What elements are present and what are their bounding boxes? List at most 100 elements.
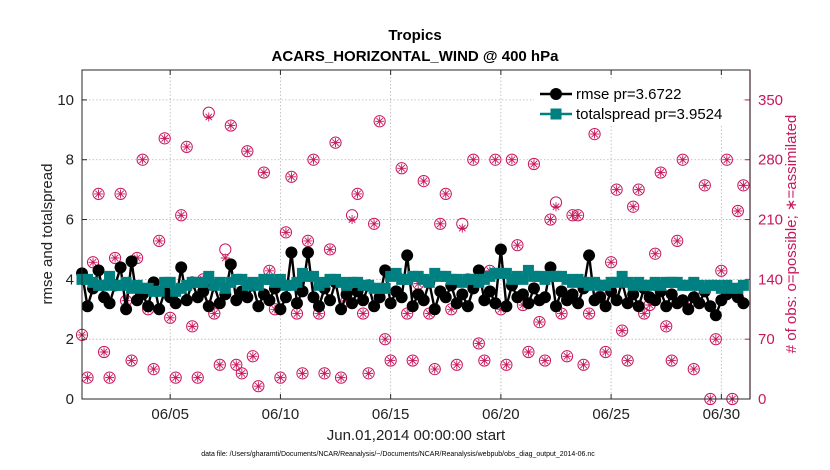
obs-assimilated-point xyxy=(612,185,622,195)
y-tick-label: 2 xyxy=(66,331,74,348)
obs-assimilated-point xyxy=(182,142,192,152)
obs-possible-point xyxy=(450,358,463,371)
rmse-point xyxy=(682,303,695,316)
obs-possible-point xyxy=(500,358,513,371)
rmse-point xyxy=(500,300,513,313)
obs-possible-point xyxy=(632,183,645,196)
obs-assimilated-point xyxy=(667,356,677,366)
obs-possible-point xyxy=(318,367,331,380)
rmse-point xyxy=(566,288,579,301)
totalspread-point xyxy=(682,279,694,291)
obs-assimilated-point xyxy=(127,356,137,366)
rmse-point xyxy=(494,243,507,256)
obs-assimilated-point xyxy=(264,266,274,276)
y2-tick-label: 0 xyxy=(758,391,766,408)
obs-assimilated-point xyxy=(149,364,159,374)
obs-assimilated-point xyxy=(176,210,186,220)
obs-possible-point xyxy=(368,217,381,230)
rmse-point xyxy=(483,285,496,298)
obs-possible-point xyxy=(439,187,452,201)
obs-possible-point xyxy=(616,324,629,337)
obs-possible-point xyxy=(97,345,111,359)
totalspread-point xyxy=(423,276,435,288)
obs-assimilated-point xyxy=(441,189,451,199)
totalspread-point xyxy=(98,279,110,291)
obs-possible-point xyxy=(241,145,254,158)
totalspread-point xyxy=(186,276,198,288)
obs-possible-point xyxy=(621,354,634,367)
rmse-point xyxy=(213,297,226,310)
obs-possible-point xyxy=(649,247,662,260)
legend-rmse-label: rmse pr=3.6722 xyxy=(576,86,681,103)
totalspread-point xyxy=(699,282,711,294)
obs-assimilated-point xyxy=(579,360,589,370)
totalspread-point xyxy=(142,282,154,294)
obs-assimilated-point xyxy=(738,180,748,190)
rmse-point xyxy=(384,297,397,310)
obs-possible-point xyxy=(362,367,375,380)
rmse-point xyxy=(92,264,105,277)
obs-assimilated-point xyxy=(237,368,247,378)
legend: rmse pr=3.6722 totalspread pr=3.9524 xyxy=(534,80,742,126)
totalspread-point xyxy=(247,276,259,288)
rmse-point xyxy=(599,300,612,313)
rmse-point xyxy=(522,297,535,310)
obs-possible-point xyxy=(599,345,612,359)
obs-possible-point xyxy=(671,234,684,248)
totalspread-point xyxy=(368,282,380,294)
obs-possible-point xyxy=(665,354,678,367)
rmse-point xyxy=(290,297,303,310)
totalspread-point xyxy=(611,276,623,288)
obs-possible-point xyxy=(235,367,248,380)
obs-assimilated-point xyxy=(507,155,517,165)
totalspread-point xyxy=(655,279,667,291)
rmse-point xyxy=(428,303,441,316)
obs-assimilated-point xyxy=(292,309,302,319)
totalspread-point xyxy=(533,270,545,282)
obs-assimilated-point xyxy=(160,133,170,143)
obs-assimilated-point xyxy=(545,215,555,225)
obs-assimilated-point xyxy=(722,155,732,165)
obs-possible-point xyxy=(323,243,337,256)
rmse-point xyxy=(241,291,254,304)
obs-assimilated-point xyxy=(231,360,241,370)
obs-assimilated-point xyxy=(573,210,583,220)
obs-assimilated-point xyxy=(248,351,258,361)
obs-possible-point xyxy=(356,307,370,320)
rmse-point xyxy=(340,288,353,301)
totalspread-point xyxy=(352,276,364,288)
rmse-point xyxy=(555,285,568,298)
rmse-point xyxy=(450,297,463,310)
obs-possible-point xyxy=(533,315,546,329)
obs-assimilated-point xyxy=(275,373,285,383)
totalspread-point xyxy=(302,270,314,282)
obs-possible-point xyxy=(511,239,524,252)
rmse-point xyxy=(704,300,717,313)
obs-assimilated-point xyxy=(253,381,263,391)
totalspread-point xyxy=(456,276,468,288)
obs-assimilated-point xyxy=(645,300,655,310)
totalspread-point xyxy=(495,267,507,279)
y2-tick-label: 350 xyxy=(758,92,783,109)
obs-possible-point xyxy=(329,136,342,149)
obs-possible-point xyxy=(428,362,441,376)
y-tick-label: 4 xyxy=(66,271,74,288)
obs-possible-point xyxy=(92,187,105,201)
totalspread-point xyxy=(434,270,446,282)
totalspread-point xyxy=(473,276,485,288)
obs-assimilated-point xyxy=(347,215,357,225)
totalspread-point xyxy=(241,279,253,291)
totalspread-point xyxy=(506,273,518,285)
y-tick-label: 6 xyxy=(66,212,74,229)
totalspread-point xyxy=(93,279,105,291)
rmse-point xyxy=(202,300,215,313)
obs-possible-point xyxy=(307,153,320,166)
rmse-point xyxy=(737,297,750,310)
totalspread-point xyxy=(578,276,590,288)
obs-assimilated-point xyxy=(380,334,390,344)
x-tick-label: 06/20 xyxy=(482,406,520,423)
obs-assimilated-point xyxy=(408,356,418,366)
obs-assimilated-point xyxy=(656,168,666,178)
x-tick-label: 06/25 xyxy=(592,406,630,423)
obs-assimilated-point xyxy=(413,279,423,289)
